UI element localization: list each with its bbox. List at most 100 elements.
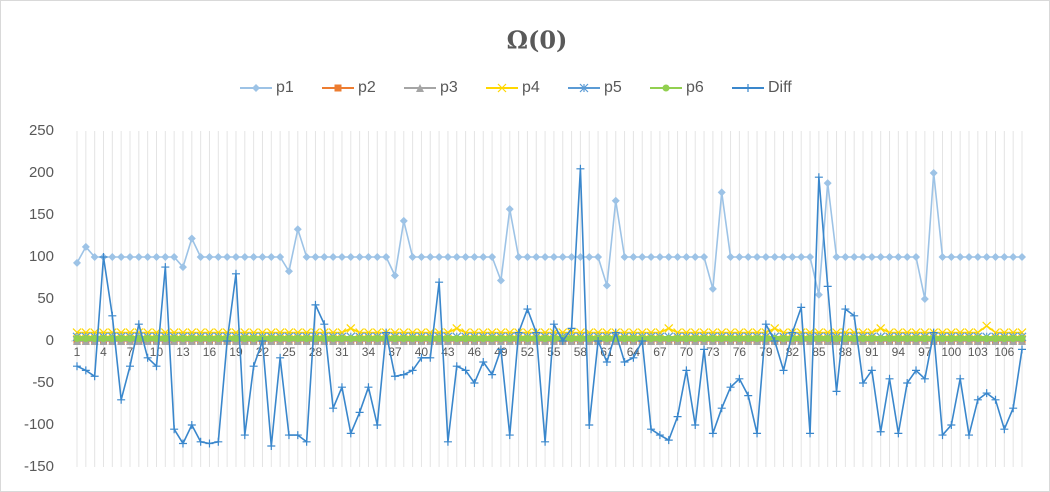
marker xyxy=(320,320,329,329)
marker xyxy=(902,328,912,338)
marker xyxy=(355,328,365,338)
marker xyxy=(329,253,338,261)
marker xyxy=(409,334,417,342)
marker xyxy=(72,328,82,338)
marker xyxy=(223,253,232,261)
marker xyxy=(99,253,108,261)
marker xyxy=(938,431,947,440)
marker xyxy=(250,334,258,342)
marker xyxy=(346,253,355,261)
x-tick-label: 85 xyxy=(812,345,826,359)
marker xyxy=(876,253,885,261)
x-tick-label: 34 xyxy=(362,345,376,359)
marker xyxy=(99,334,107,342)
marker xyxy=(567,328,577,338)
marker xyxy=(920,374,929,383)
marker xyxy=(718,334,726,342)
marker xyxy=(213,328,223,338)
marker xyxy=(452,362,461,371)
marker xyxy=(886,334,894,342)
marker xyxy=(620,358,629,366)
marker xyxy=(647,334,655,342)
marker xyxy=(337,383,346,392)
marker xyxy=(1018,253,1026,261)
marker xyxy=(399,328,409,338)
marker xyxy=(523,305,532,314)
marker xyxy=(673,412,682,421)
marker xyxy=(197,334,205,342)
marker xyxy=(408,366,417,375)
marker xyxy=(355,408,364,417)
x-tick-label: 94 xyxy=(892,345,906,359)
marker xyxy=(965,431,974,440)
marker xyxy=(302,253,311,261)
marker xyxy=(779,366,788,375)
marker xyxy=(832,328,841,338)
marker xyxy=(929,328,938,337)
x-tick-label: 31 xyxy=(335,345,349,359)
marker xyxy=(885,328,894,338)
marker xyxy=(673,328,682,338)
x-tick-label: 4 xyxy=(100,345,107,359)
marker xyxy=(496,328,506,338)
marker xyxy=(920,295,929,303)
marker xyxy=(744,253,753,261)
marker xyxy=(126,334,134,342)
marker xyxy=(1000,253,1009,261)
marker xyxy=(832,253,841,261)
marker xyxy=(505,328,515,338)
x-tick-label: 1 xyxy=(74,345,81,359)
legend-label: p5 xyxy=(604,79,622,96)
marker xyxy=(187,328,197,338)
marker xyxy=(620,253,629,261)
marker xyxy=(779,253,788,261)
marker xyxy=(108,311,117,320)
marker xyxy=(868,334,876,342)
marker xyxy=(461,366,470,375)
marker xyxy=(894,253,903,261)
marker xyxy=(646,328,656,338)
marker xyxy=(347,334,355,342)
marker xyxy=(761,320,770,329)
marker xyxy=(946,328,956,338)
marker xyxy=(655,253,664,261)
marker xyxy=(81,328,91,338)
marker xyxy=(859,334,867,342)
x-tick-label: 91 xyxy=(865,345,879,359)
marker xyxy=(938,253,947,261)
marker xyxy=(903,253,912,261)
marker xyxy=(444,334,452,342)
marker xyxy=(770,337,779,345)
marker xyxy=(91,334,99,342)
marker xyxy=(885,374,894,383)
marker xyxy=(426,353,435,362)
marker xyxy=(523,334,531,342)
marker xyxy=(337,253,346,261)
y-tick-label: 100 xyxy=(29,248,54,265)
marker xyxy=(823,179,832,188)
marker xyxy=(929,169,938,177)
marker xyxy=(240,431,249,440)
legend-label: p3 xyxy=(440,79,458,96)
marker xyxy=(779,328,788,338)
marker xyxy=(665,334,673,342)
marker xyxy=(579,83,589,93)
x-tick-label: 67 xyxy=(653,345,667,359)
marker xyxy=(700,345,709,354)
marker xyxy=(1000,425,1009,434)
marker xyxy=(832,387,841,396)
marker xyxy=(867,366,876,375)
marker xyxy=(143,253,152,261)
series-line xyxy=(76,168,1023,447)
x-tick-label: 76 xyxy=(733,345,747,359)
marker xyxy=(920,328,930,338)
marker xyxy=(761,253,770,261)
marker xyxy=(717,188,726,197)
marker xyxy=(170,334,178,342)
marker xyxy=(992,334,1000,342)
marker xyxy=(585,334,593,342)
marker xyxy=(284,267,293,276)
marker xyxy=(1018,345,1026,354)
marker xyxy=(965,334,973,342)
marker xyxy=(1000,334,1008,342)
